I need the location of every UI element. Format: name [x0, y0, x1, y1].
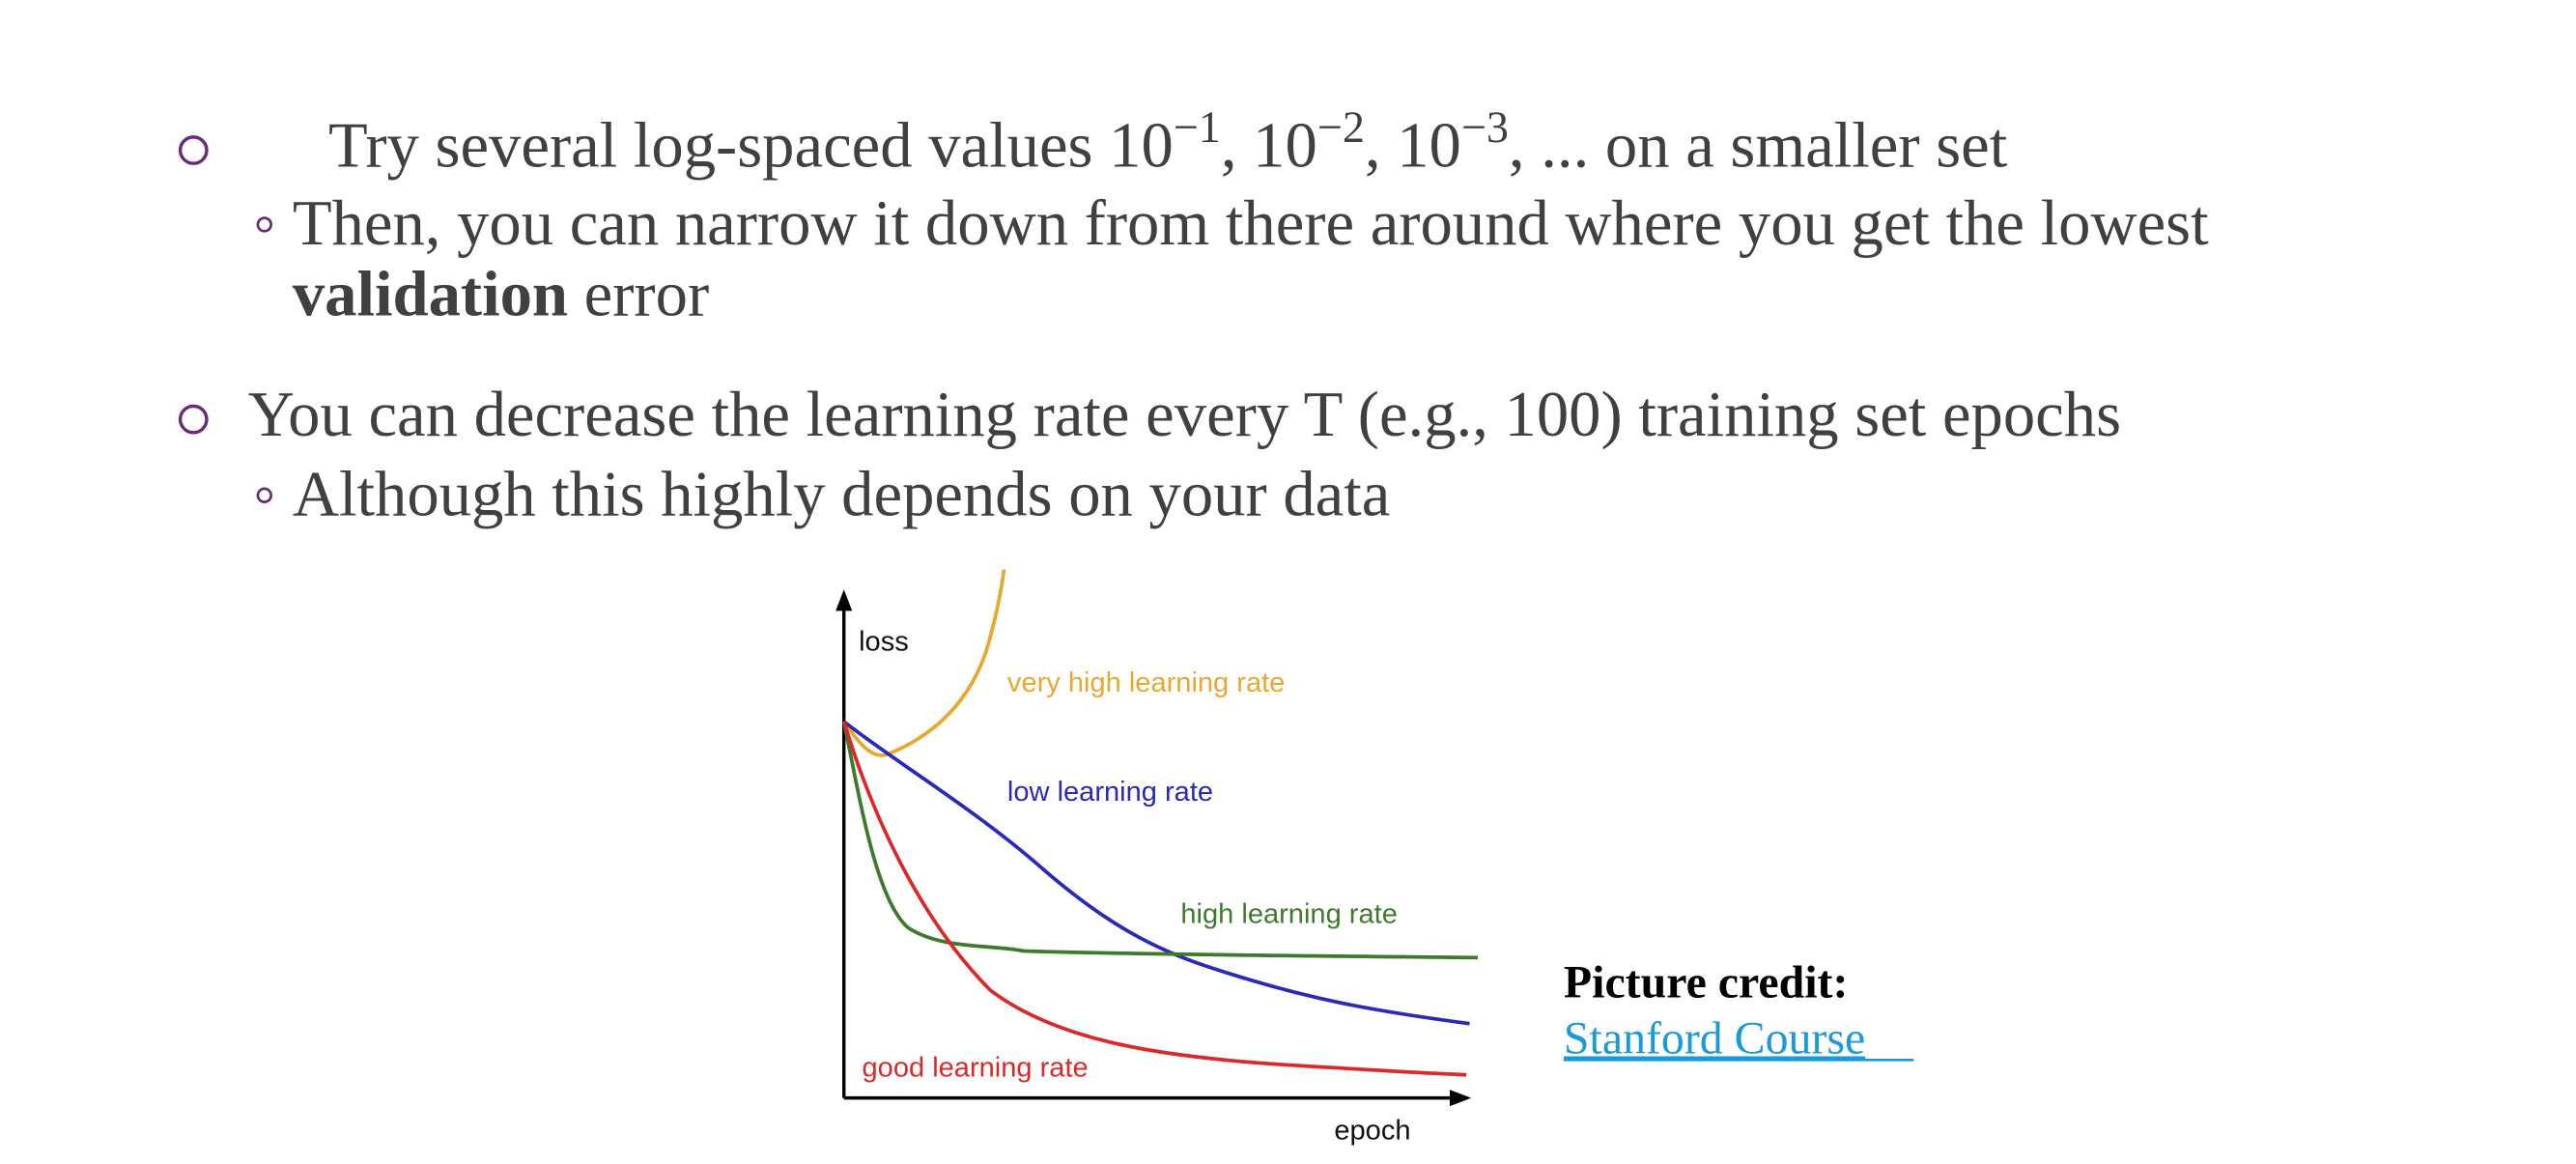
- power-base: 10: [1397, 111, 1461, 182]
- text-part: ,: [1221, 111, 1253, 182]
- power-exponent: −1: [1174, 102, 1221, 152]
- sub-bullet-text: Although this highly depends on your dat…: [293, 459, 1390, 529]
- x-axis-arrow: [1450, 1090, 1472, 1107]
- bullet-text: You can decrease the learning rate every…: [248, 380, 2121, 450]
- credit-label: Picture credit:: [1564, 956, 1848, 1008]
- curve-very-high: [842, 569, 1006, 757]
- bullet-marker: [178, 135, 209, 165]
- sub-bullet-marker: [256, 487, 272, 503]
- bullet-marker: [178, 404, 209, 435]
- text-part: Try several log-spaced values: [328, 111, 1109, 182]
- bullet-text: Try several log-spaced values 10−1, 10−2…: [248, 102, 2056, 182]
- curve-label: good learning rate: [863, 1052, 1089, 1083]
- y-axis-label: loss: [859, 626, 909, 657]
- curve-label: low learning rate: [1007, 777, 1213, 808]
- y-axis-arrow: [835, 589, 853, 611]
- curve-good: [841, 721, 1467, 1077]
- figure: loss epoch very high learning rate low l…: [835, 569, 1479, 1146]
- sub-bullet-marker: [256, 216, 272, 233]
- text-part: error: [568, 259, 709, 329]
- curve-label: very high learning rate: [1007, 667, 1285, 698]
- power-base: 10: [1253, 111, 1317, 182]
- power-base: 10: [1109, 111, 1174, 182]
- text-part: , ... on a smaller set: [1509, 111, 2008, 182]
- curve-label: high learning rate: [1180, 898, 1397, 929]
- curve-low: [842, 720, 1470, 1026]
- power-exponent: −3: [1461, 102, 1509, 152]
- credit-link[interactable]: Stanford Course: [1564, 1012, 1865, 1064]
- x-axis-label: epoch: [1334, 1115, 1410, 1146]
- sub-bullet-text: Then, you can narrow it down from there …: [293, 188, 2209, 259]
- curve-high: [841, 721, 1479, 960]
- sub-bullet-text: validation error: [293, 259, 709, 329]
- text-part: ,: [1365, 111, 1397, 182]
- power-exponent: −2: [1317, 102, 1365, 152]
- emphasis: validation: [293, 259, 568, 329]
